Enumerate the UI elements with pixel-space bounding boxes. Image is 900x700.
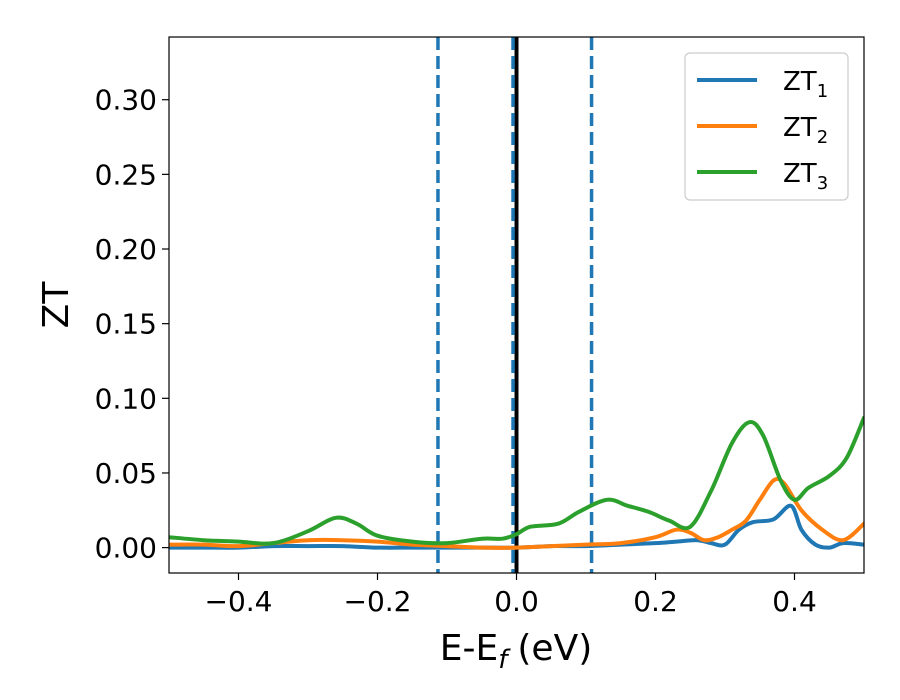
x-axis-label: E-Ef (eV) xyxy=(440,628,593,675)
y-tick-label: 0.25 xyxy=(95,158,157,191)
x-axis-label-subscript: f xyxy=(498,645,511,675)
vertical-lines xyxy=(436,37,594,573)
series-lines xyxy=(169,415,864,550)
y-tick-label: 0.10 xyxy=(95,382,157,415)
y-tick-label: 0.30 xyxy=(95,84,157,117)
series-line-zt1 xyxy=(169,503,864,550)
legend-box xyxy=(684,52,849,201)
y-tick-label: 0.05 xyxy=(95,457,157,490)
x-tick-label: −0.2 xyxy=(344,585,412,618)
y-tick-label: 0.15 xyxy=(95,308,157,341)
x-tick-label: 0.0 xyxy=(494,585,539,618)
x-ticks: −0.4 −0.2 0.0 0.2 0.4 xyxy=(205,573,817,618)
y-ticks: 0.00 0.05 0.10 0.15 0.20 0.25 0.30 xyxy=(95,84,169,565)
y-tick-label: 0.00 xyxy=(95,532,157,565)
legend-label-zt2: ZT2 xyxy=(783,113,828,148)
legend-label-zt3: ZT3 xyxy=(783,159,828,194)
legend: ZT1 ZT2 ZT3 xyxy=(684,52,849,201)
x-axis-label-unit: (eV) xyxy=(517,628,592,669)
x-tick-label: 0.4 xyxy=(772,585,817,618)
legend-label-zt1: ZT1 xyxy=(783,67,828,102)
y-axis-label: ZT xyxy=(36,281,77,329)
series-line-zt3 xyxy=(169,415,864,546)
x-tick-label: 0.2 xyxy=(633,585,678,618)
x-tick-label: −0.4 xyxy=(205,585,273,618)
y-tick-label: 0.20 xyxy=(95,233,157,266)
